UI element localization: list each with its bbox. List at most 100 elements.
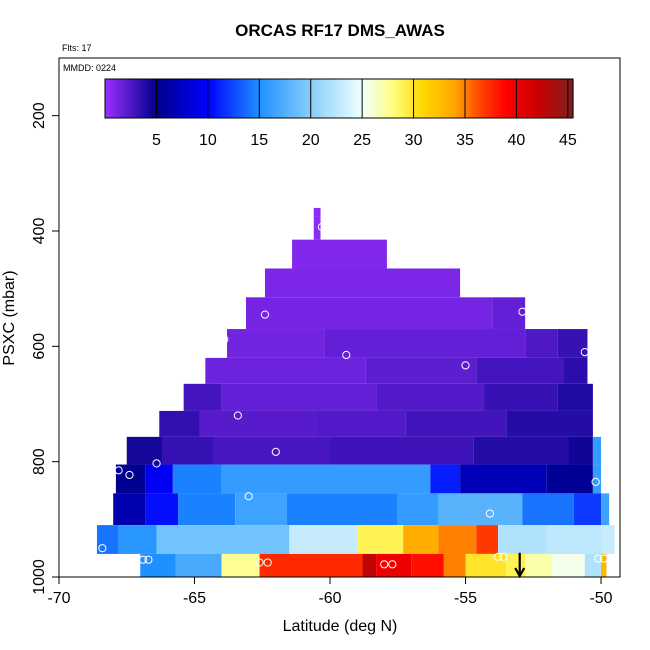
colorbar-swatch <box>382 79 387 118</box>
sample-marker <box>144 555 153 564</box>
colorbar-swatch <box>409 79 414 118</box>
y-axis-label: PSXC (mbar) <box>1 270 18 365</box>
heat-cell <box>365 357 477 384</box>
colorbar-swatch <box>292 79 297 118</box>
heat-cell <box>492 297 526 330</box>
colorbar-swatch <box>128 79 133 118</box>
colorbar-swatch <box>131 79 136 118</box>
heat-cell <box>289 525 358 554</box>
heat-cell <box>221 464 431 494</box>
x-axis-label: Latitude (deg N) <box>283 618 398 635</box>
colorbar-swatch <box>345 79 350 118</box>
colorbar-swatch <box>479 79 484 118</box>
colorbar-swatch <box>352 79 357 118</box>
colorbar-swatch <box>372 79 377 118</box>
heat-cell <box>145 493 179 526</box>
sample-marker <box>485 509 495 518</box>
heat-cell <box>357 525 404 554</box>
sample-marker <box>499 552 508 561</box>
heat-cell <box>601 553 607 577</box>
colorbar-swatch <box>402 79 407 118</box>
colorbar-swatch <box>332 79 337 118</box>
axes: -70 -65 -60 -55 -50 200 400 600 800 1000 <box>31 57 621 607</box>
x-tick-label: -60 <box>318 590 341 607</box>
colorbar-swatch <box>355 79 360 118</box>
colorbar-swatch <box>542 79 547 118</box>
heat-cell <box>403 525 439 554</box>
colorbar-swatch <box>389 79 394 118</box>
heat-cell <box>213 436 331 465</box>
heat-cell <box>96 525 119 554</box>
heat-cell <box>178 493 236 526</box>
colorbar-swatch <box>248 79 253 118</box>
colorbar-swatch <box>252 79 257 118</box>
heat-cell <box>430 464 461 494</box>
colorbar-swatch <box>472 79 477 118</box>
heat-cell <box>235 493 287 526</box>
colorbar-swatch <box>171 79 176 118</box>
heat-cell <box>286 493 398 526</box>
plot-frame <box>58 57 621 578</box>
colorbar-swatch <box>245 79 250 118</box>
colorbar-swatch <box>228 79 233 118</box>
colorbar-swatch <box>519 79 524 118</box>
heat-cell <box>563 357 588 384</box>
colorbar-swatch <box>151 79 156 118</box>
colorbar-swatch <box>502 79 507 118</box>
heat-cell <box>484 383 558 411</box>
colorbar-swatch <box>185 79 190 118</box>
y-tick-label: 800 <box>31 448 48 475</box>
colorbar-swatch <box>369 79 374 118</box>
colorbar-swatch <box>549 79 554 118</box>
colorbar-swatch <box>442 79 447 118</box>
y-tick-label: 400 <box>31 218 48 245</box>
colorbar-frame <box>104 78 574 119</box>
colorbar-tick-label: 20 <box>302 132 320 149</box>
heat-cell <box>506 410 593 437</box>
colorbar-swatch <box>262 79 267 118</box>
colorbar-tick-label: 30 <box>405 132 423 149</box>
colorbar-swatch <box>445 79 450 118</box>
colorbar-swatch <box>569 79 574 118</box>
heat-cell <box>405 410 507 437</box>
colorbar-swatch <box>539 79 544 118</box>
heat-cell <box>525 329 558 358</box>
heat-cell <box>443 553 466 577</box>
colorbar-swatch <box>405 79 410 118</box>
colorbar-swatch <box>325 79 330 118</box>
x-tick-label: -50 <box>589 590 612 607</box>
heat-cell <box>522 493 574 526</box>
sample-marker <box>342 350 351 360</box>
colorbar-swatch <box>188 79 193 118</box>
sample-marker <box>461 361 470 370</box>
heat-cell <box>573 493 602 526</box>
heat-cell <box>592 436 602 465</box>
colorbar-swatch <box>198 79 203 118</box>
heat-cell <box>172 464 222 494</box>
colorbar-swatch <box>359 79 363 118</box>
heat-cell <box>557 329 588 358</box>
sample-marker <box>125 470 134 480</box>
heat-cell <box>313 207 321 217</box>
colorbar-swatch <box>148 79 153 118</box>
colorbar-swatch <box>115 79 119 118</box>
heat-cell <box>376 553 412 577</box>
sample-marker <box>599 554 608 563</box>
heat-cell <box>601 525 615 554</box>
colorbar-swatch <box>482 79 487 118</box>
colorbar-swatch <box>328 79 333 118</box>
heat-cell <box>259 553 363 577</box>
colorbar-swatch <box>105 79 109 118</box>
sample-marker <box>580 348 589 357</box>
heat-cell <box>546 525 602 554</box>
heat-cell <box>546 464 593 494</box>
heat-cell <box>145 464 173 494</box>
colorbar-swatch <box>466 79 470 118</box>
colorbar-swatch <box>285 79 290 118</box>
colorbar-swatch <box>552 79 557 118</box>
colorbar-swatch <box>432 79 437 118</box>
colorbar-swatch <box>295 79 300 118</box>
colorbar-swatch <box>305 79 310 118</box>
colorbar-swatch <box>215 79 220 118</box>
y-tick-label: 1000 <box>31 559 48 595</box>
